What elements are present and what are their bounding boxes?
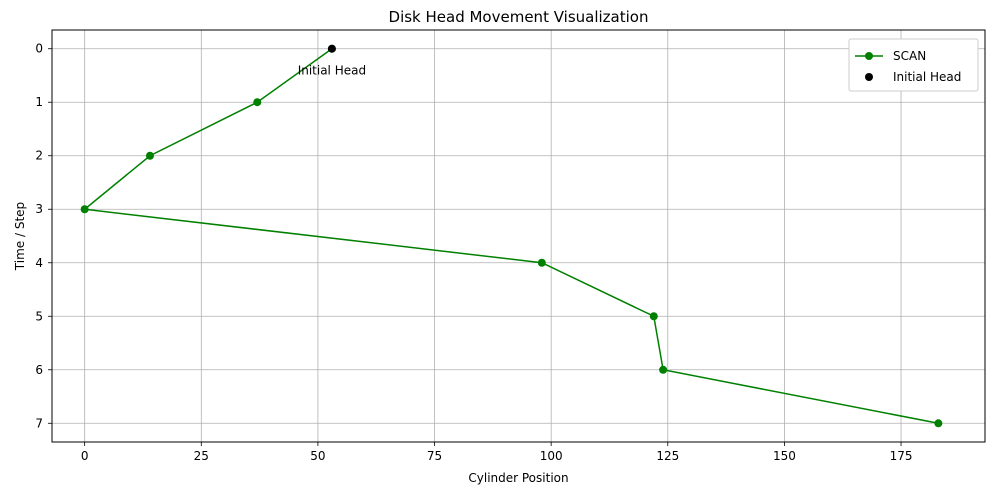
x-tick-label: 50 xyxy=(310,449,325,463)
scan-point xyxy=(537,258,546,267)
y-tick-label: 6 xyxy=(35,363,43,377)
y-axis-ticks: 0 1 2 3 4 5 6 7 xyxy=(35,42,52,430)
grid xyxy=(52,30,985,442)
x-tick-label: 25 xyxy=(194,449,209,463)
initial-head-point xyxy=(327,44,336,53)
x-tick-label: 175 xyxy=(890,449,913,463)
initial-head-annotation: Initial Head xyxy=(298,64,366,78)
legend: SCAN Initial Head xyxy=(848,38,979,92)
legend-scan-label: SCAN xyxy=(893,49,926,63)
y-tick-label: 3 xyxy=(35,202,43,216)
scan-point xyxy=(659,365,668,374)
legend-box xyxy=(848,38,979,92)
y-tick-label: 5 xyxy=(35,309,43,323)
y-tick-label: 1 xyxy=(35,95,43,109)
x-axis-ticks: 0 25 50 75 100 125 150 175 xyxy=(81,442,913,463)
scan-point xyxy=(145,151,154,160)
x-tick-label: 100 xyxy=(540,449,563,463)
y-axis-label: Time / Step xyxy=(13,202,27,271)
x-tick-label: 125 xyxy=(656,449,679,463)
legend-scan-marker xyxy=(865,52,873,60)
scan-point xyxy=(934,419,943,428)
plot-frame xyxy=(51,29,986,443)
y-tick-label: 4 xyxy=(35,256,43,270)
x-axis-label: Cylinder Position xyxy=(468,471,568,485)
scan-point xyxy=(80,205,89,214)
y-tick-label: 7 xyxy=(35,416,43,430)
x-tick-label: 150 xyxy=(773,449,796,463)
scan-point xyxy=(253,98,262,107)
y-tick-label: 2 xyxy=(35,149,43,163)
y-tick-label: 0 xyxy=(35,42,43,56)
x-tick-label: 0 xyxy=(81,449,89,463)
scan-point xyxy=(649,312,658,321)
x-tick-label: 75 xyxy=(427,449,442,463)
chart-title: Disk Head Movement Visualization xyxy=(389,8,649,26)
series-layer xyxy=(80,44,943,428)
legend-initial-head-label: Initial Head xyxy=(893,70,961,84)
scan-line xyxy=(82,48,939,425)
legend-initial-head-marker xyxy=(865,73,873,81)
